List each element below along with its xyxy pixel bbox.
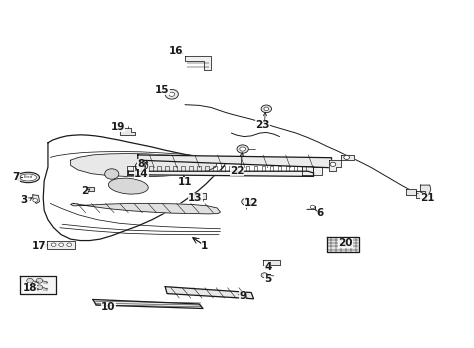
Polygon shape: [406, 189, 416, 196]
Text: 22: 22: [230, 166, 244, 175]
Polygon shape: [193, 193, 206, 199]
Circle shape: [237, 145, 248, 153]
Circle shape: [27, 285, 33, 290]
Polygon shape: [47, 240, 75, 248]
Circle shape: [36, 285, 43, 290]
Text: 1: 1: [201, 241, 209, 251]
Polygon shape: [87, 187, 94, 191]
Text: 13: 13: [188, 192, 203, 203]
Text: 18: 18: [23, 283, 37, 293]
Polygon shape: [329, 160, 341, 171]
Circle shape: [27, 278, 33, 283]
Circle shape: [105, 169, 119, 179]
Polygon shape: [93, 300, 203, 308]
Ellipse shape: [17, 172, 39, 183]
Polygon shape: [185, 56, 211, 70]
Text: 20: 20: [338, 238, 353, 248]
Circle shape: [139, 164, 145, 168]
Text: 19: 19: [111, 122, 125, 132]
Text: 16: 16: [169, 46, 184, 56]
Circle shape: [33, 199, 37, 202]
Circle shape: [310, 205, 315, 209]
Circle shape: [261, 105, 272, 113]
Polygon shape: [120, 128, 136, 135]
Text: 9: 9: [239, 291, 246, 301]
Text: 11: 11: [178, 177, 192, 187]
Text: 7: 7: [13, 173, 20, 182]
Text: Ford: Ford: [24, 175, 33, 180]
Circle shape: [169, 92, 174, 96]
Polygon shape: [138, 155, 331, 168]
Text: 6: 6: [317, 208, 324, 218]
Circle shape: [59, 243, 64, 246]
Polygon shape: [416, 191, 425, 198]
Polygon shape: [313, 167, 322, 175]
Polygon shape: [33, 195, 39, 204]
Circle shape: [344, 155, 349, 159]
Circle shape: [165, 89, 178, 99]
Polygon shape: [71, 204, 220, 214]
Circle shape: [67, 243, 72, 246]
Text: 23: 23: [255, 120, 270, 130]
Circle shape: [240, 147, 246, 151]
Polygon shape: [43, 135, 225, 240]
Ellipse shape: [109, 178, 148, 194]
Text: 2: 2: [81, 186, 89, 196]
Polygon shape: [19, 276, 56, 294]
Polygon shape: [341, 155, 354, 160]
Polygon shape: [302, 166, 313, 175]
Text: 3: 3: [21, 195, 28, 205]
Text: 12: 12: [244, 198, 258, 208]
Polygon shape: [263, 260, 280, 265]
Circle shape: [330, 162, 336, 166]
Text: 21: 21: [420, 192, 434, 203]
Circle shape: [245, 200, 248, 203]
Ellipse shape: [19, 174, 36, 181]
Text: 10: 10: [101, 302, 116, 313]
Text: 17: 17: [32, 241, 47, 251]
Text: 5: 5: [264, 274, 271, 284]
Text: 15: 15: [155, 85, 170, 95]
Circle shape: [136, 161, 148, 171]
Text: 14: 14: [134, 169, 149, 179]
Circle shape: [51, 243, 56, 246]
Polygon shape: [165, 287, 254, 299]
Polygon shape: [128, 171, 314, 176]
Circle shape: [261, 273, 268, 278]
Polygon shape: [71, 153, 217, 177]
Text: 4: 4: [264, 262, 272, 272]
Text: 8: 8: [137, 159, 144, 168]
Circle shape: [36, 278, 43, 283]
Circle shape: [264, 107, 269, 111]
Circle shape: [242, 198, 251, 205]
Polygon shape: [128, 166, 136, 175]
Polygon shape: [327, 237, 359, 252]
Polygon shape: [420, 185, 431, 196]
